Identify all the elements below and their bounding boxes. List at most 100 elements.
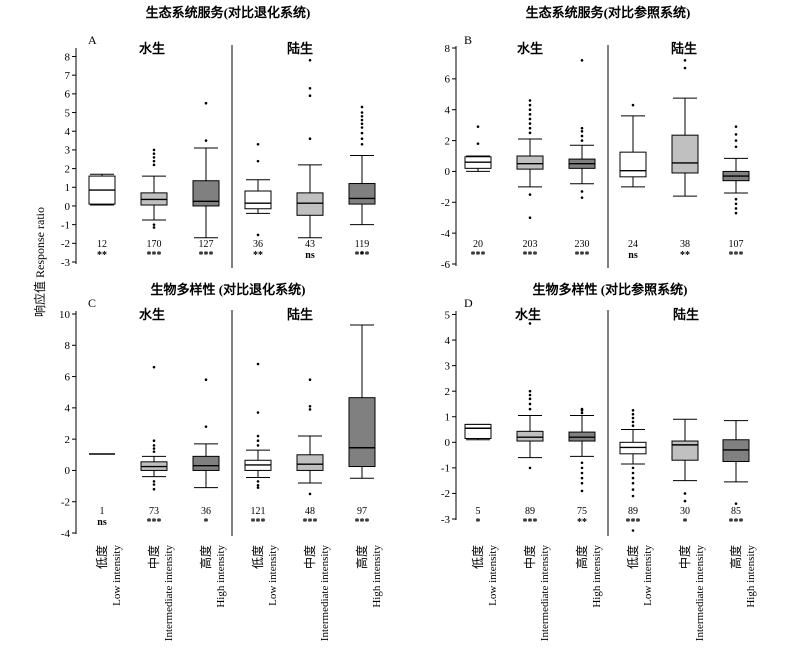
outlier-point xyxy=(580,411,584,415)
y-tick-label: -2 xyxy=(61,238,70,250)
sample-size-label: 89 xyxy=(525,506,535,517)
significance-label: ** xyxy=(97,250,107,261)
box-plot: 119*** xyxy=(348,105,376,261)
significance-label: *** xyxy=(523,517,538,528)
outlier-point xyxy=(528,407,532,411)
significance-label: ns xyxy=(305,250,315,261)
outlier-point xyxy=(152,487,156,491)
box-plot: 1ns xyxy=(89,453,115,528)
sample-size-label: 38 xyxy=(680,239,690,250)
y-tick-label: 2 xyxy=(445,135,451,147)
outlier-point xyxy=(734,145,738,149)
outlier-point xyxy=(631,471,635,475)
box-plot: 5* xyxy=(464,423,492,528)
panel-title: 生物多样性 (对比退化系统) xyxy=(151,282,306,297)
outlier-point xyxy=(256,483,260,487)
x-tick-label-cn: 高度 xyxy=(198,545,213,569)
box-plot: 75** xyxy=(568,407,596,528)
panel-letter: D xyxy=(464,296,473,310)
outlier-point xyxy=(528,113,532,116)
outlier-point xyxy=(152,480,156,483)
box-rect xyxy=(296,454,324,471)
box-rect xyxy=(671,134,699,174)
x-tick-label-cn: 高度 xyxy=(728,545,743,569)
outlier-point xyxy=(631,488,635,491)
box-rect xyxy=(619,151,647,178)
y-tick-label: -6 xyxy=(441,259,451,271)
outlier-point xyxy=(580,59,584,62)
significance-label: ** xyxy=(680,250,690,261)
outlier-point xyxy=(308,86,312,90)
outlier-point xyxy=(152,444,156,447)
box-rect xyxy=(192,180,220,207)
x-tick-label-en: Intermediate intensity xyxy=(539,545,551,642)
outlier-point xyxy=(308,378,312,382)
outlier-point xyxy=(580,481,584,485)
outlier-point xyxy=(152,226,156,229)
outlier-point xyxy=(152,156,156,159)
outlier-point xyxy=(734,502,738,505)
significance-label: * xyxy=(476,517,481,528)
outlier-point xyxy=(631,466,635,470)
outlier-point xyxy=(631,416,635,420)
outlier-point xyxy=(528,117,532,121)
group-label-aquatic: 水生 xyxy=(517,41,543,56)
box-plot: 38** xyxy=(671,59,699,261)
outlier-point xyxy=(580,461,584,465)
group-label-aquatic: 水生 xyxy=(515,307,541,322)
outlier-point xyxy=(360,122,364,126)
box-plot: 203*** xyxy=(516,99,544,261)
y-tick-label: 1 xyxy=(65,182,71,194)
outlier-point xyxy=(580,407,584,411)
x-tick-label-cn: 高度 xyxy=(354,545,369,569)
panel-letter: C xyxy=(88,296,96,310)
group-label-aquatic: 水生 xyxy=(139,307,165,322)
panel-title: 生态系统服务(对比参照系统) xyxy=(526,5,691,20)
significance-label: *** xyxy=(303,517,318,528)
significance-label: *** xyxy=(523,250,538,261)
outlier-point xyxy=(308,137,312,140)
outlier-point xyxy=(256,486,260,489)
y-tick-label: -2 xyxy=(61,497,70,509)
x-tick-label-cn: 中度 xyxy=(302,545,317,569)
panel-letter: A xyxy=(88,33,97,47)
significance-label: * xyxy=(204,517,209,528)
outlier-point xyxy=(580,466,584,470)
outlier-point xyxy=(152,365,156,369)
outlier-point xyxy=(528,216,532,220)
outlier-point xyxy=(580,134,584,138)
box-plot: 36** xyxy=(244,143,272,261)
sample-size-label: 97 xyxy=(357,506,367,517)
outlier-point xyxy=(256,143,260,146)
outlier-point xyxy=(734,211,738,215)
sample-size-label: 36 xyxy=(253,239,263,250)
outlier-point xyxy=(152,439,156,443)
outlier-point xyxy=(360,131,364,135)
outlier-point xyxy=(528,389,532,393)
outlier-point xyxy=(734,197,738,201)
outlier-point xyxy=(152,152,156,155)
sample-size-label: 203 xyxy=(523,239,538,250)
x-tick-label-en: High intensity xyxy=(591,545,603,608)
y-tick-label: -4 xyxy=(61,528,71,540)
outlier-point xyxy=(152,450,156,453)
significance-label: *** xyxy=(355,250,370,261)
box-plot: 121*** xyxy=(244,362,272,528)
outlier-point xyxy=(204,139,208,142)
outlier-point xyxy=(308,58,312,62)
outlier-point xyxy=(528,99,532,102)
outlier-point xyxy=(360,105,364,109)
group-label-terrestrial: 陆生 xyxy=(671,41,697,56)
x-tick-label-cn: 低度 xyxy=(250,545,265,569)
outlier-point xyxy=(580,489,584,493)
outlier-point xyxy=(631,424,635,427)
y-tick-label: 8 xyxy=(65,51,71,63)
group-label-aquatic: 水生 xyxy=(139,41,165,56)
significance-label: *** xyxy=(251,517,266,528)
x-tick-label-en: Intermediate intensity xyxy=(694,545,706,642)
group-label-terrestrial: 陆生 xyxy=(673,307,699,322)
y-tick-label: 4 xyxy=(445,335,451,347)
